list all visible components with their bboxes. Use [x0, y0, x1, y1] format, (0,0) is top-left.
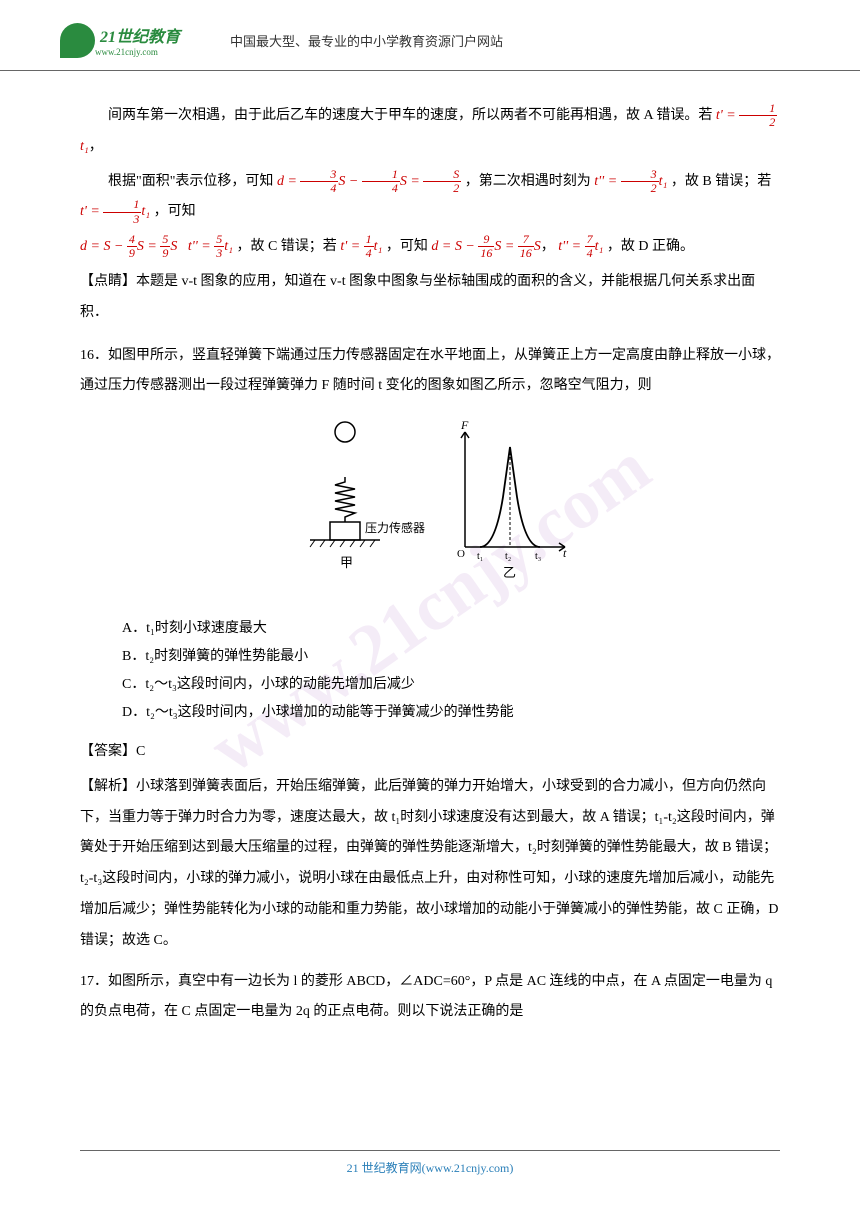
logo: 21世纪教育 www.21cnjy.com [60, 20, 200, 60]
q17-number: 17． [80, 974, 108, 989]
q16-text: 如图甲所示，竖直轻弹簧下端通过压力传感器固定在水平地面上，从弹簧正上方一定高度由… [80, 348, 780, 394]
sensor-label: 压力传感器 [365, 520, 425, 535]
option-D: D．t₂～t₃这段时间内，小球增加的动能等于弹簧减少的弹性势能 [80, 699, 780, 727]
svg-text:t₁: t₁ [477, 551, 483, 562]
footer-text: 21 世纪教育网 [347, 1161, 422, 1175]
svg-text:t₃: t₃ [535, 551, 541, 562]
logo-url: www.21cnjy.com [95, 47, 180, 57]
formula-6: t'' = 53t₁ [188, 239, 233, 254]
options-list: A．t₁时刻小球速度最大 B．t₂时刻弹簧的弹性势能最小 C．t₂～t₃这段时间… [80, 615, 780, 727]
page-footer: 21 世纪教育网(www.21cnjy.com) [80, 1150, 780, 1176]
formula-5: d = S − 49S = 59S [80, 239, 177, 254]
option-A: A．t₁时刻小球速度最大 [80, 615, 780, 643]
footer-url: (www.21cnjy.com) [422, 1161, 514, 1175]
answer-line: 【答案】C [80, 737, 780, 768]
question-17: 17．如图所示，真空中有一边长为 l 的菱形 ABCD，∠ADC=60°，P 点… [80, 967, 780, 1029]
page-header: 21世纪教育 www.21cnjy.com 中国最大型、最专业的中小学教育资源门… [0, 0, 860, 71]
explanation: 【解析】小球落到弹簧表面后，开始压缩弹簧，此后弹簧的弹力开始增大，小球受到的合力… [80, 772, 780, 957]
main-content: 间两车第一次相遇，由于此后乙车的速度大于甲车的速度，所以两者不可能再相遇，故 A… [0, 71, 860, 1052]
formula-4: t' = 13t₁ [80, 204, 150, 219]
dianqing: 【点睛】本题是 v-t 图象的应用，知道在 v-t 图象中图象与坐标轴围成的面积… [80, 267, 780, 329]
formula-3: t'' = 32t₁ [594, 174, 667, 189]
formula-2: d = 34S − 14S = S2 [277, 174, 461, 189]
diagram-svg: 压力传感器 甲 O F t t₁ t₂ t₃ 乙 [290, 417, 570, 587]
svg-text:t₂: t₂ [505, 551, 511, 562]
para-2: 根据"面积"表示位移，可知 d = 34S − 14S = S2 ，第二次相遇时… [80, 167, 780, 229]
formula-9: t'' = 74t₁ [558, 239, 603, 254]
svg-text:O: O [457, 548, 465, 560]
option-C: C．t₂～t₃这段时间内，小球的动能先增加后减少 [80, 671, 780, 699]
header-title: 中国最大型、最专业的中小学教育资源门户网站 [230, 31, 503, 50]
svg-text:t: t [563, 546, 567, 560]
formula-7: t' = 14t₁ [340, 239, 382, 254]
formula-8: d = S − 916S = 716S [431, 239, 540, 254]
para-3: d = S − 49S = 59S t'' = 53t₁ ，故 C 错误；若 t… [80, 232, 780, 263]
q17-text: 如图所示，真空中有一边长为 l 的菱形 ABCD，∠ADC=60°，P 点是 A… [80, 974, 772, 1020]
logo-icon [60, 23, 95, 58]
svg-text:F: F [460, 418, 469, 432]
diagram-label-jia: 甲 [340, 555, 353, 570]
logo-text: 21世纪教育 [100, 29, 180, 46]
diagram-container: 压力传感器 甲 O F t t₁ t₂ t₃ 乙 [80, 417, 780, 600]
q16-number: 16． [80, 348, 108, 363]
question-16: 16．如图甲所示，竖直轻弹簧下端通过压力传感器固定在水平地面上，从弹簧正上方一定… [80, 341, 780, 403]
para-continuation: 间两车第一次相遇，由于此后乙车的速度大于甲车的速度，所以两者不可能再相遇，故 A… [80, 101, 780, 163]
svg-text:乙: 乙 [503, 565, 516, 580]
option-B: B．t₂时刻弹簧的弹性势能最小 [80, 643, 780, 671]
